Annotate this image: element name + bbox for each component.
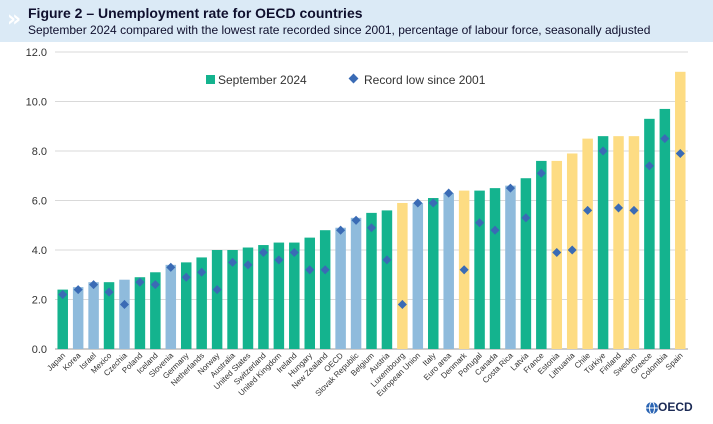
y-tick-label: 0.0 (32, 344, 47, 356)
bar-poland (134, 277, 146, 349)
marker-united-kingdom (274, 255, 284, 265)
bar-korea (72, 287, 84, 349)
figure-header: » Figure 2 – Unemployment rate for OECD … (0, 0, 713, 42)
bar-australia (227, 250, 238, 349)
y-tick-label: 8.0 (32, 146, 47, 158)
legend-label-record-low: Record low since 2001 (364, 73, 486, 87)
bar-colombia (659, 108, 671, 349)
bar-japan (57, 289, 68, 349)
bar-hungary (304, 237, 315, 349)
bar-austria (381, 210, 393, 349)
bar-costa-rica (505, 185, 516, 349)
bar-slovak-republic (350, 217, 362, 349)
bar-finland (613, 136, 624, 349)
bar-mexico (103, 282, 115, 349)
marker-mexico (104, 287, 114, 297)
legend-label-september-2024: September 2024 (218, 73, 307, 87)
bar-latvia (520, 178, 532, 349)
bar-germany (180, 262, 192, 349)
bar-netherlands (196, 257, 207, 349)
bar-new-zealand (319, 230, 331, 349)
bar-italy (428, 198, 439, 349)
figure-subtitle: September 2024 compared with the lowest … (28, 23, 651, 37)
bar-euro-area (443, 193, 454, 349)
bar-united-states (242, 247, 254, 349)
bar-switzerland (258, 245, 269, 349)
bar-greece (644, 118, 655, 349)
x-tick-label: Spain (664, 351, 685, 372)
marker-slovenia (166, 262, 176, 272)
x-axis-category-labels: JapanKoreaIsraelMexicoCzechiaPolandIcela… (45, 350, 684, 398)
bar-t-rkiye (597, 136, 609, 349)
legend-swatch-september-2024 (206, 75, 215, 84)
marker-japan (58, 290, 68, 300)
bar-united-kingdom (273, 242, 285, 349)
bar-spain (675, 71, 686, 350)
bar-norway (211, 250, 223, 349)
x-tick-label: Korea (61, 351, 83, 373)
bar-chile (582, 138, 593, 349)
oecd-globe-icon (646, 401, 658, 415)
chevron-right-icon: » (7, 7, 22, 32)
bar-france (536, 160, 547, 349)
bar-ireland (289, 242, 300, 349)
figure-title: Figure 2 – Unemployment rate for OECD co… (28, 5, 363, 21)
marker-korea (73, 285, 83, 295)
bar-european-union (412, 202, 424, 349)
bar-belgium (366, 212, 377, 349)
bar-iceland (150, 272, 161, 349)
y-tick-label: 2.0 (32, 295, 47, 307)
marker-austria (382, 255, 392, 265)
bar-canada (489, 188, 501, 349)
oecd-logo-text: OECD (658, 400, 693, 414)
y-axis-tick-labels: 0.0 2.0 4.0 6.0 8.0 10.0 12.0 (26, 47, 47, 356)
legend-marker-record-low (348, 73, 359, 84)
bar-luxembourg (397, 202, 408, 349)
chart-legend: September 2024 Record low since 2001 (206, 73, 486, 87)
marker-poland (135, 277, 145, 287)
y-tick-label: 4.0 (32, 245, 47, 257)
bar-slovenia (165, 264, 177, 349)
bar-oecd (335, 227, 346, 349)
bar-israel (88, 282, 99, 349)
y-tick-label: 12.0 (26, 47, 47, 59)
marker-ireland (289, 247, 299, 258)
bar-portugal (474, 190, 485, 349)
unemployment-bar-chart: 0.0 2.0 4.0 6.0 8.0 10.0 12.0 JapanKoreaIsrael… (26, 47, 688, 398)
marker-switzerland (258, 247, 268, 258)
bar-sweden (628, 136, 640, 349)
y-tick-label: 6.0 (32, 196, 47, 208)
bar-czechia (119, 279, 130, 349)
y-tick-label: 10.0 (26, 97, 47, 109)
